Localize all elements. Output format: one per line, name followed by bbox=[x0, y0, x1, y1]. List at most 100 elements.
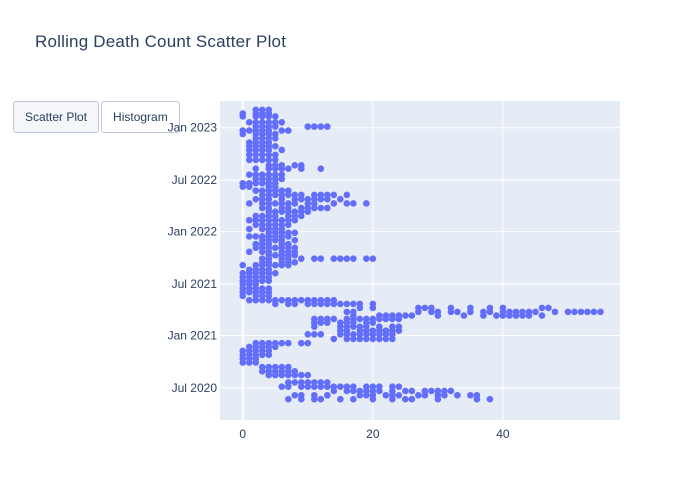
scatter-point bbox=[284, 221, 292, 229]
scatter-point bbox=[252, 195, 260, 203]
scatter-point bbox=[284, 300, 292, 308]
scatter-point bbox=[245, 288, 253, 296]
scatter-point bbox=[245, 200, 253, 207]
scatter-point bbox=[590, 308, 598, 316]
scatter-point bbox=[350, 387, 357, 395]
scatter-point bbox=[271, 151, 279, 159]
scatter-point bbox=[369, 255, 377, 262]
scatter-point bbox=[284, 371, 292, 379]
scatter-point bbox=[350, 395, 357, 403]
scatter-plot-button[interactable]: Scatter Plot bbox=[13, 101, 100, 133]
scatter-point bbox=[460, 312, 468, 319]
scatter-point bbox=[363, 255, 370, 262]
x-axis: 0 20 40 bbox=[239, 427, 510, 441]
scatter-point bbox=[298, 296, 305, 304]
scatter-point bbox=[245, 225, 253, 233]
scatter-point bbox=[271, 191, 279, 199]
scatter-point bbox=[245, 216, 253, 224]
scatter-point bbox=[271, 261, 279, 269]
scatter-point bbox=[571, 308, 578, 316]
scatter-point bbox=[239, 113, 247, 120]
scatter-point bbox=[402, 387, 409, 395]
scatter-point bbox=[356, 391, 364, 399]
scatter-point bbox=[382, 335, 390, 343]
scatter-point bbox=[265, 113, 273, 120]
scatter-point bbox=[278, 261, 286, 269]
scatter-point bbox=[356, 335, 364, 343]
scatter-point bbox=[389, 331, 396, 338]
scatter-point bbox=[486, 395, 494, 403]
scatter-point bbox=[271, 251, 279, 259]
scatter-point bbox=[389, 315, 396, 323]
scatter-point bbox=[284, 261, 292, 269]
scatter-point bbox=[271, 236, 279, 244]
histogram-button[interactable]: Histogram bbox=[101, 101, 180, 133]
scatter-point bbox=[369, 331, 377, 338]
scatter-point bbox=[317, 395, 325, 403]
scatter-point bbox=[343, 255, 351, 262]
scatter-point bbox=[317, 300, 325, 308]
scatter-point bbox=[467, 308, 474, 316]
scatter-point bbox=[245, 119, 253, 126]
scatter-point bbox=[271, 371, 279, 379]
scatter-point bbox=[350, 331, 357, 338]
scatter-point bbox=[265, 165, 273, 173]
scatter-point bbox=[284, 339, 292, 347]
scatter-point bbox=[245, 171, 253, 179]
scatter-point bbox=[258, 204, 266, 212]
scatter-point bbox=[337, 383, 344, 391]
scatter-point bbox=[506, 312, 513, 319]
scatter-point bbox=[337, 395, 344, 403]
scatter-point bbox=[395, 391, 403, 399]
scatter-point bbox=[343, 387, 351, 395]
scatter-point bbox=[291, 200, 299, 207]
scatter-point bbox=[330, 387, 338, 395]
scatter-point bbox=[278, 296, 286, 304]
scatter-point bbox=[271, 165, 279, 173]
scatter-point bbox=[284, 395, 292, 403]
scatter-point bbox=[330, 191, 338, 199]
scatter-point bbox=[408, 395, 416, 403]
scatter-point bbox=[324, 300, 331, 308]
scatter-point bbox=[350, 335, 357, 343]
scatter-point bbox=[480, 312, 487, 319]
scatter-point bbox=[271, 269, 279, 277]
scatter-point bbox=[245, 248, 253, 256]
scatter-point bbox=[441, 391, 448, 399]
scatter-point bbox=[245, 146, 253, 154]
data-points bbox=[239, 106, 604, 403]
scatter-point bbox=[311, 395, 318, 403]
scatter-point bbox=[434, 312, 442, 319]
scatter-point bbox=[271, 142, 279, 150]
scatter-point bbox=[337, 255, 344, 262]
scatter-point bbox=[245, 359, 253, 366]
scatter-point bbox=[421, 304, 429, 312]
scatter-point bbox=[258, 261, 266, 269]
scatter-point bbox=[239, 359, 247, 366]
scatter-point bbox=[271, 216, 279, 224]
scatter-point bbox=[271, 200, 279, 207]
scatter-point bbox=[291, 162, 299, 169]
scatter-point bbox=[239, 183, 247, 190]
scatter-point bbox=[265, 216, 273, 224]
scatter-point bbox=[317, 204, 325, 212]
scatter-point bbox=[284, 127, 292, 134]
scatter-point bbox=[298, 255, 305, 262]
scatter-point bbox=[408, 312, 416, 319]
scatter-point bbox=[265, 146, 273, 154]
chart-type-toggle: Scatter Plot Histogram bbox=[13, 101, 180, 133]
scatter-point bbox=[278, 175, 286, 183]
scatter-point bbox=[376, 387, 383, 395]
scatter-point bbox=[337, 300, 344, 308]
scatter-point bbox=[363, 335, 370, 343]
scatter-point bbox=[408, 387, 416, 395]
scatter-point bbox=[447, 387, 455, 395]
scatter-point bbox=[343, 308, 351, 316]
scatter-point bbox=[271, 244, 279, 252]
scatter-point bbox=[486, 308, 494, 316]
scatter-point bbox=[363, 391, 370, 399]
scatter-point bbox=[284, 233, 292, 240]
y-tick-label: Jul 2021 bbox=[172, 277, 218, 291]
scatter-point bbox=[239, 261, 247, 269]
